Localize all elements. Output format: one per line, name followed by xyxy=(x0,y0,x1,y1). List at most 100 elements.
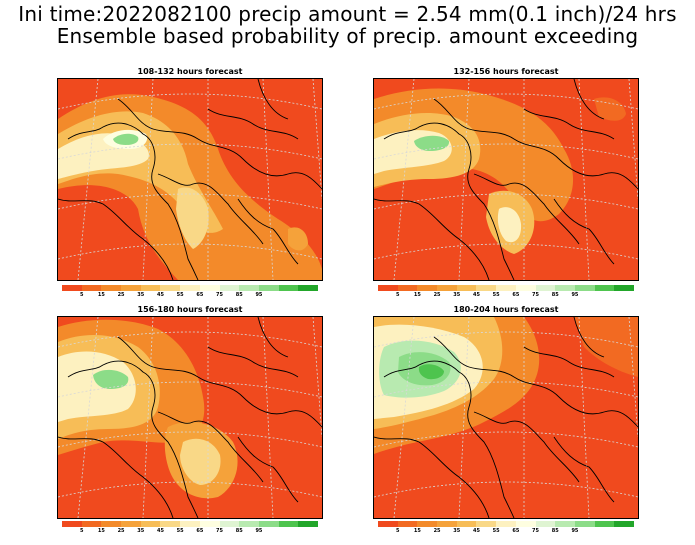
colorbar-tick-label: 95 xyxy=(255,528,263,534)
colorbar-tick-label: 25 xyxy=(433,292,441,298)
colorbar-tick-label: 15 xyxy=(413,292,421,298)
colorbar-3 xyxy=(62,521,318,527)
colorbar-swatch xyxy=(555,521,575,527)
colorbar-swatch xyxy=(417,285,438,291)
panel-3-map xyxy=(57,316,323,519)
colorbar-swatch xyxy=(101,521,122,527)
colorbar-swatch xyxy=(101,285,122,291)
panel-4-map-svg xyxy=(374,317,638,518)
colorbar-4 xyxy=(378,521,634,527)
panel-3-map-svg xyxy=(58,317,322,518)
colorbar-tick-label: 25 xyxy=(433,528,441,534)
colorbar-tick-label: 5 xyxy=(79,528,84,534)
colorbar-swatch xyxy=(594,521,615,527)
colorbar-swatch xyxy=(535,285,556,291)
colorbar-tick-label: 35 xyxy=(137,292,145,298)
colorbar-tick-label: 45 xyxy=(156,292,164,298)
colorbar-tick-label: 15 xyxy=(97,528,105,534)
colorbar-swatch xyxy=(140,521,161,527)
colorbar-swatch xyxy=(121,521,141,527)
colorbar-swatch xyxy=(121,285,141,291)
colorbar-swatch xyxy=(180,285,200,291)
colorbar-tick-label: 85 xyxy=(551,528,559,534)
colorbar-tick-label: 65 xyxy=(196,292,204,298)
panel-2-map-svg xyxy=(374,79,638,280)
colorbar-tick-label: 15 xyxy=(413,528,421,534)
colorbar-swatch xyxy=(239,521,259,527)
colorbar-swatch xyxy=(378,285,398,291)
colorbar-swatch xyxy=(140,285,161,291)
colorbar-tick-label: 85 xyxy=(551,292,559,298)
colorbar-tick-label: 85 xyxy=(235,292,243,298)
colorbar-swatch xyxy=(160,521,181,527)
panel-1-map-svg xyxy=(58,79,322,280)
colorbar-swatch xyxy=(239,285,259,291)
colorbar-swatch xyxy=(476,521,497,527)
colorbar-tick-label: 5 xyxy=(79,292,84,298)
colorbar-tick-label: 5 xyxy=(395,528,400,534)
colorbar-tick-label: 35 xyxy=(453,528,461,534)
colorbar-swatch xyxy=(397,285,418,291)
colorbar-4-ticks: 5 15 25 35 45 55 65 75 85 95 xyxy=(378,528,634,538)
panel-3-title: 156-180 hours forecast xyxy=(137,305,243,314)
colorbar-swatch xyxy=(62,285,82,291)
title-line-1: Ini time:2022082100 precip amount = 2.54… xyxy=(18,2,677,26)
colorbar-swatch xyxy=(199,285,220,291)
colorbar-tick-label: 55 xyxy=(492,292,500,298)
colorbar-tick-label: 65 xyxy=(196,528,204,534)
colorbar-swatch xyxy=(180,521,200,527)
colorbar-tick-label: 65 xyxy=(512,292,520,298)
colorbar-tick-label: 25 xyxy=(117,292,125,298)
colorbar-swatch xyxy=(397,521,418,527)
colorbar-swatch xyxy=(258,285,279,291)
colorbar-swatch xyxy=(62,521,82,527)
colorbar-tick-label: 55 xyxy=(176,292,184,298)
colorbar-2-ticks: 5 15 25 35 45 55 65 75 85 95 xyxy=(378,292,634,302)
colorbar-swatch xyxy=(219,521,240,527)
panel-2-map xyxy=(373,78,639,281)
colorbar-tick-label: 95 xyxy=(571,528,579,534)
colorbar-swatch xyxy=(496,285,516,291)
colorbar-swatch xyxy=(417,521,438,527)
colorbar-tick-label: 5 xyxy=(395,292,400,298)
colorbar-2 xyxy=(378,285,634,291)
colorbar-swatch xyxy=(614,521,634,527)
colorbar-tick-label: 45 xyxy=(472,528,480,534)
colorbar-tick-label: 35 xyxy=(137,528,145,534)
colorbar-swatch xyxy=(515,285,536,291)
colorbar-tick-label: 55 xyxy=(492,528,500,534)
colorbar-tick-label: 75 xyxy=(216,528,224,534)
colorbar-swatch xyxy=(437,285,457,291)
colorbar-tick-label: 45 xyxy=(156,528,164,534)
colorbar-swatch xyxy=(476,285,497,291)
colorbar-swatch xyxy=(614,285,634,291)
colorbar-tick-label: 85 xyxy=(235,528,243,534)
colorbar-swatch xyxy=(298,521,318,527)
panel-4-map xyxy=(373,316,639,519)
colorbar-swatch xyxy=(258,521,279,527)
colorbar-tick-label: 25 xyxy=(117,528,125,534)
colorbar-1 xyxy=(62,285,318,291)
colorbar-tick-label: 45 xyxy=(472,292,480,298)
colorbar-tick-label: 75 xyxy=(216,292,224,298)
colorbar-tick-label: 95 xyxy=(571,292,579,298)
colorbar-swatch xyxy=(574,285,595,291)
colorbar-tick-label: 55 xyxy=(176,528,184,534)
colorbar-tick-label: 65 xyxy=(512,528,520,534)
colorbar-swatch xyxy=(81,285,102,291)
panel-1-map xyxy=(57,78,323,281)
colorbar-swatch xyxy=(278,285,299,291)
colorbar-swatch xyxy=(199,521,220,527)
title-line-2: Ensemble based probability of precip. am… xyxy=(56,24,639,48)
colorbar-swatch xyxy=(515,521,536,527)
colorbar-tick-label: 35 xyxy=(453,292,461,298)
colorbar-swatch xyxy=(456,285,477,291)
panel-1-title: 108-132 hours forecast xyxy=(137,67,243,76)
colorbar-swatch xyxy=(278,521,299,527)
panel-2-title: 132-156 hours forecast xyxy=(453,67,559,76)
colorbar-tick-label: 75 xyxy=(532,292,540,298)
colorbar-swatch xyxy=(437,521,457,527)
colorbar-swatch xyxy=(594,285,615,291)
colorbar-swatch xyxy=(456,521,477,527)
colorbar-tick-label: 15 xyxy=(97,292,105,298)
